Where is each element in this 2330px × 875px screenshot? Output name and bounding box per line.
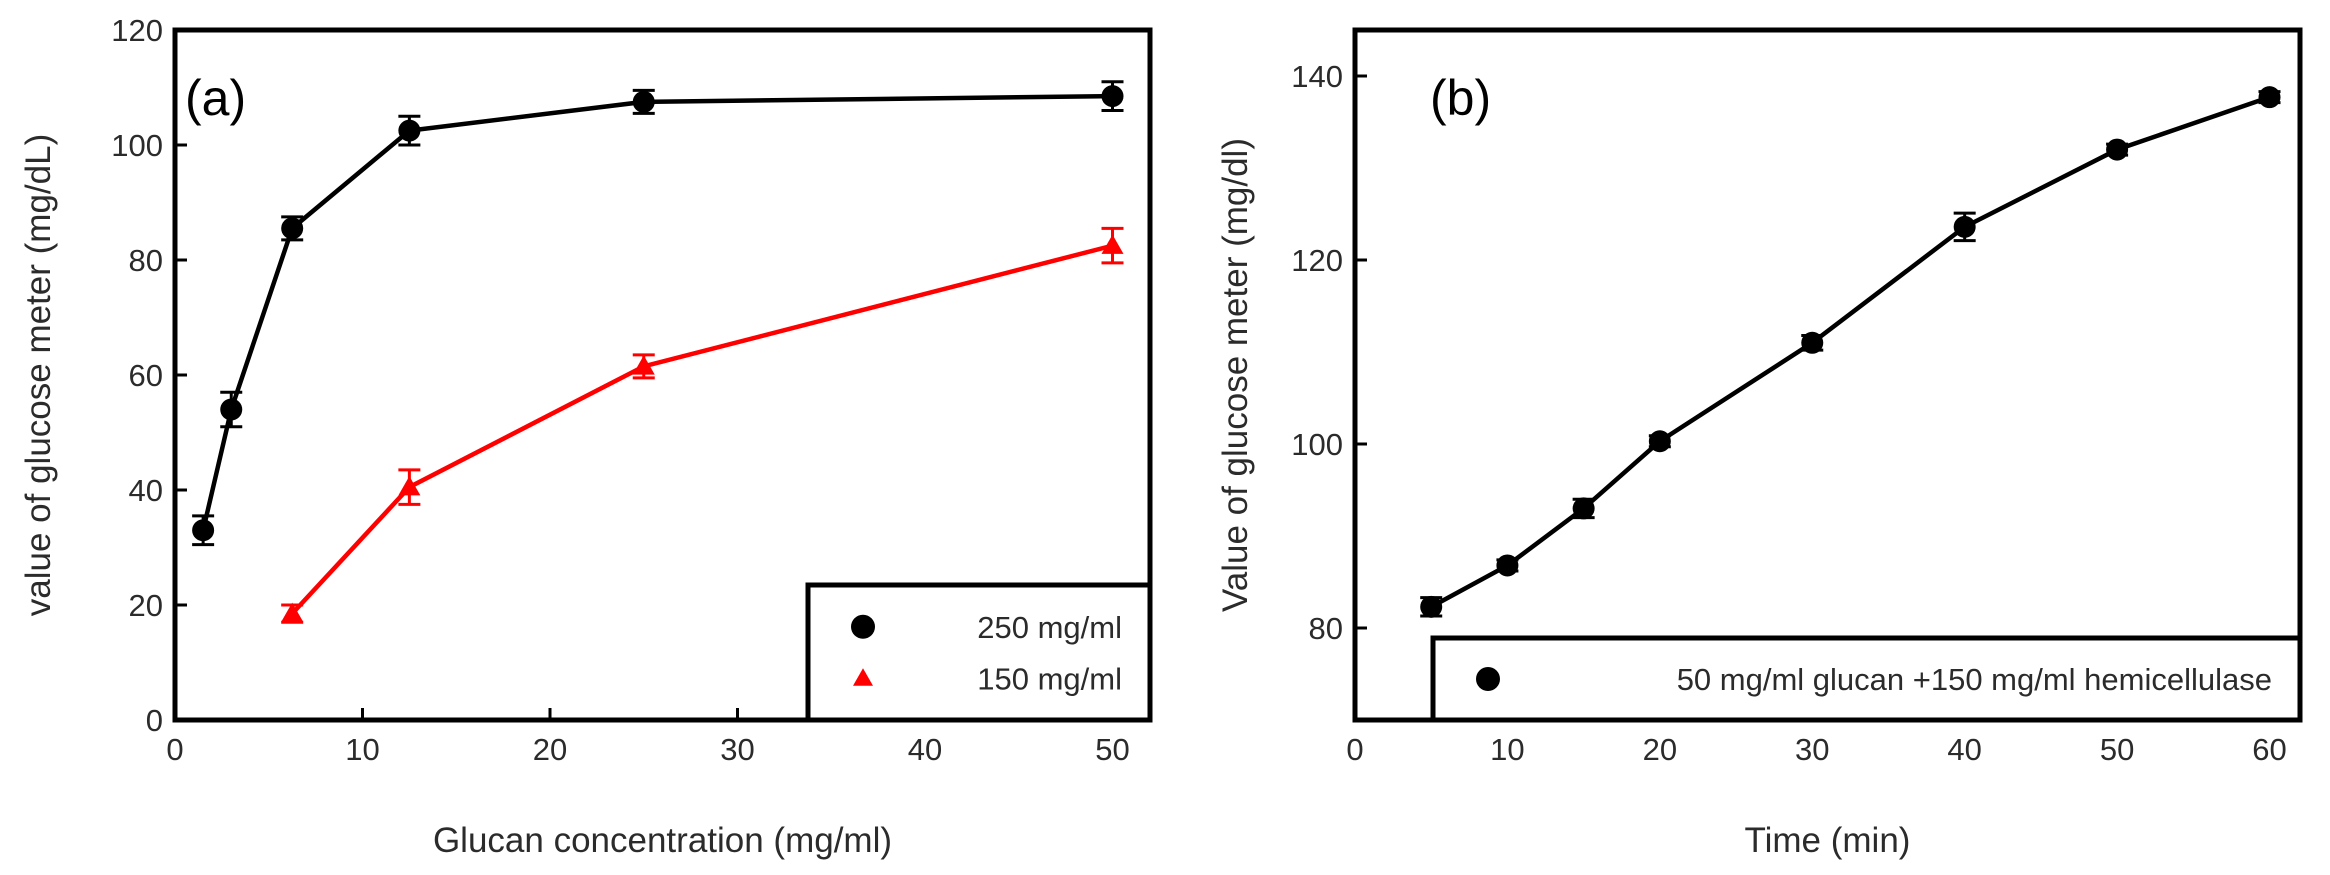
x-tick-label: 0 [166, 732, 183, 767]
legend-label: 250 mg/ml [977, 610, 1122, 645]
legend-box [1430, 635, 2303, 723]
data-point [632, 90, 655, 113]
data-point [192, 519, 215, 542]
legend-label: 50 mg/ml glucan +150 mg/ml hemicellulase [1677, 662, 2272, 697]
y-tick-label: 80 [129, 243, 163, 278]
y-axis-label: Value of glucose meter (mg/dl) [1216, 138, 1255, 612]
x-tick-label: 60 [2252, 732, 2286, 767]
y-tick-label: 120 [1291, 243, 1343, 278]
series-line [200, 93, 1113, 531]
data-point [632, 355, 655, 375]
x-tick-label: 10 [345, 732, 379, 767]
x-axis-label: Time (min) [1745, 821, 1911, 860]
panel-b-chart: 0 10 20 30 40 50 60 80 100 120 140 Time (min) Value … [1216, 27, 2303, 860]
x-tick-label: 10 [1490, 732, 1524, 767]
data-point [2106, 138, 2129, 161]
legend-marker [851, 614, 875, 639]
x-tick-label: 40 [1947, 732, 1981, 767]
x-tick-label: 20 [533, 732, 567, 767]
data-point [281, 217, 304, 240]
y-tick-label: 140 [1291, 59, 1343, 94]
y-tick-label: 100 [111, 128, 163, 163]
legend-label: 150 mg/ml [977, 661, 1122, 696]
data-point [1101, 234, 1124, 254]
y-tick-label: 120 [111, 13, 163, 48]
x-tick-label: 50 [1095, 732, 1129, 767]
data-point [220, 398, 243, 421]
x-tick-label: 40 [908, 732, 942, 767]
data-point [1801, 331, 1824, 354]
data-point [2258, 86, 2281, 109]
panel-a-chart: 0 10 20 30 40 50 0 20 40 60 80 100 120 Glucan concent… [19, 13, 1153, 860]
data-point [1101, 85, 1124, 108]
legend-marker [853, 668, 873, 686]
data-point [1420, 595, 1443, 618]
y-axis-label: value of glucose meter (mg/dL) [19, 134, 58, 616]
data-point [398, 119, 421, 142]
y-tick-label: 80 [1309, 611, 1343, 646]
panel-label: (a) [185, 70, 246, 126]
y-tick-label: 60 [129, 358, 163, 393]
legend: 50 mg/ml glucan +150 mg/ml hemicellulase [1430, 635, 2303, 723]
series-line [1430, 95, 2271, 609]
y-tick-label: 20 [129, 588, 163, 623]
y-tick-label: 40 [129, 473, 163, 508]
legend-marker [1476, 667, 1500, 691]
x-tick-label: 30 [720, 732, 754, 767]
x-axis-label: Glucan concentration (mg/ml) [433, 821, 892, 860]
data-point [281, 602, 304, 622]
data-point [398, 476, 421, 496]
series-line [290, 243, 1114, 616]
x-tick-label: 20 [1643, 732, 1677, 767]
legend-box [805, 582, 1153, 723]
x-tick-label: 50 [2100, 732, 2134, 767]
data-point [1496, 554, 1519, 577]
data-point [1953, 215, 1976, 238]
data-point [1572, 497, 1595, 520]
legend: 250 mg/ml 150 mg/ml [805, 582, 1153, 723]
y-tick-label: 0 [146, 703, 163, 738]
plot-frame [172, 27, 1153, 723]
y-tick-label: 100 [1291, 427, 1343, 462]
x-tick-label: 0 [1346, 732, 1363, 767]
panel-label: (b) [1430, 70, 1491, 126]
x-tick-label: 30 [1795, 732, 1829, 767]
data-point [1648, 430, 1671, 453]
